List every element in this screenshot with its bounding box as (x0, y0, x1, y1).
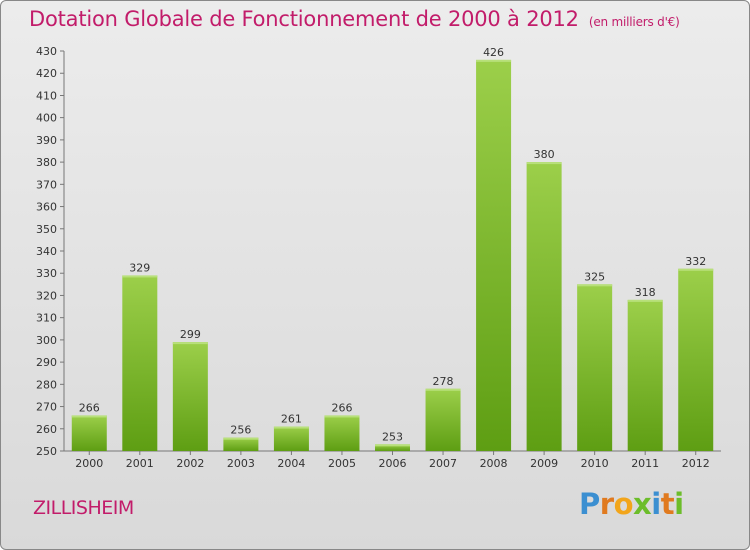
value-label-2002: 299 (180, 328, 201, 341)
y-tick-label: 360 (36, 201, 57, 214)
bar-2004 (273, 426, 309, 451)
y-tick-label: 370 (36, 178, 57, 191)
bar-top-2004 (273, 426, 309, 429)
bar-top-2009 (526, 162, 562, 165)
y-tick-label: 320 (36, 289, 57, 302)
value-label-2007: 278 (433, 375, 454, 388)
y-tick-label: 250 (36, 445, 57, 458)
y-tick-label: 290 (36, 356, 57, 369)
bar-top-2012 (678, 268, 714, 271)
bar-2007 (425, 388, 461, 451)
y-tick-label: 280 (36, 378, 57, 391)
x-tick-label-2005: 2005 (328, 457, 356, 470)
bar-top-2011 (627, 299, 663, 302)
value-label-2005: 266 (331, 401, 352, 414)
x-tick-label-2000: 2000 (75, 457, 103, 470)
y-tick-label: 310 (36, 312, 57, 325)
x-tick-label-2012: 2012 (682, 457, 710, 470)
bar-top-2002 (172, 342, 208, 345)
x-tick-label-2009: 2009 (530, 457, 558, 470)
y-tick-label: 410 (36, 89, 57, 102)
value-label-2000: 266 (79, 401, 100, 414)
bar-top-2000 (71, 415, 107, 418)
value-label-2004: 261 (281, 413, 302, 426)
value-label-2009: 380 (534, 148, 555, 161)
y-tick-label: 400 (36, 112, 57, 125)
bar-2005 (324, 415, 360, 451)
chart-title: Dotation Globale de Fonctionnement de 20… (29, 7, 680, 31)
x-tick-label-2003: 2003 (227, 457, 255, 470)
y-tick-label: 340 (36, 245, 57, 258)
value-label-2001: 329 (129, 261, 150, 274)
value-label-2011: 318 (635, 286, 656, 299)
bar-2009 (526, 162, 562, 451)
bar-2011 (627, 299, 663, 451)
bar-2001 (122, 275, 158, 451)
bar-2002 (172, 342, 208, 451)
x-tick-label-2006: 2006 (379, 457, 407, 470)
bar-top-2003 (223, 437, 259, 440)
value-label-2006: 253 (382, 430, 403, 443)
y-tick-label: 390 (36, 134, 57, 147)
y-tick-label: 420 (36, 67, 57, 80)
y-tick-label: 350 (36, 223, 57, 236)
bar-top-2001 (122, 275, 158, 278)
x-tick-label-2007: 2007 (429, 457, 457, 470)
title-text: Dotation Globale de Fonctionnement de 20… (29, 7, 579, 31)
y-tick-label: 430 (36, 45, 57, 58)
y-tick-label: 380 (36, 156, 57, 169)
x-tick-label-2001: 2001 (126, 457, 154, 470)
bars: 266 329 299 256 261 266 253 278 426 380 325 318 332 (71, 46, 714, 452)
bar-2003 (223, 437, 259, 451)
value-label-2008: 426 (483, 46, 504, 59)
y-tick-label: 260 (36, 423, 57, 436)
x-tick-label-2002: 2002 (176, 457, 204, 470)
unit-label: (en milliers d'€) (588, 15, 680, 29)
proxiti-logo: Proxiti (579, 487, 684, 521)
x-tick-label-2008: 2008 (480, 457, 508, 470)
x-tick-label-2004: 2004 (277, 457, 305, 470)
town-name: ZILLISHEIM (33, 497, 134, 519)
x-tick-label-2010: 2010 (581, 457, 609, 470)
bar-2012 (678, 268, 714, 451)
bar-2000 (71, 415, 107, 451)
value-label-2012: 332 (685, 255, 706, 268)
y-tick-label: 330 (36, 267, 57, 280)
axes: 250 260 270 280 290 300 310 320 330 340 350 360 370 3… (36, 45, 721, 470)
y-tick-label: 270 (36, 401, 57, 414)
bar-top-2010 (577, 284, 613, 287)
value-label-2003: 256 (230, 424, 251, 437)
x-tick-label-2011: 2011 (631, 457, 659, 470)
bar-top-2007 (425, 388, 461, 391)
bar-top-2006 (375, 444, 410, 447)
bar-2006 (375, 444, 410, 451)
bar-2010 (577, 284, 613, 451)
bar-top-2008 (476, 59, 512, 62)
value-label-2010: 325 (584, 270, 605, 283)
bar-2008 (476, 59, 512, 452)
y-tick-label: 300 (36, 334, 57, 347)
bar-top-2005 (324, 415, 360, 418)
